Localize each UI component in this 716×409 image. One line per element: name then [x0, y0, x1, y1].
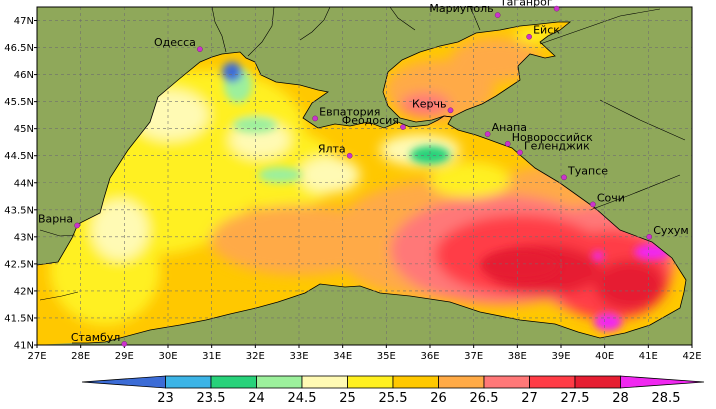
colorbar-segment: [529, 375, 576, 389]
longitude-label: 30E: [158, 351, 177, 362]
city-dot: [526, 33, 532, 40]
colorbar-segment: [574, 375, 621, 389]
colorbar-label: 25: [339, 391, 356, 406]
city-dot: [74, 222, 81, 229]
city-label: Таганрог: [499, 0, 553, 9]
colorbar-label: 26.5: [470, 391, 499, 406]
longitude-label: 29E: [115, 351, 134, 362]
colorbar-segment: [301, 375, 348, 389]
city-label: Геленджик: [524, 139, 590, 152]
latitude-label: 41.5N: [4, 313, 34, 324]
colorbar-label: 26: [430, 391, 447, 406]
city-markers: Одесса Мариуполь Таганрог Ейск ЕвпаторияФеод…: [38, 0, 689, 347]
longitude-label: 41E: [639, 351, 658, 362]
city-label: Анапа: [492, 121, 527, 134]
latitude-label: 44N: [14, 178, 34, 189]
longitude-label: 33E: [289, 351, 308, 362]
colorbar-label: 28.5: [652, 391, 681, 406]
longitude-tick-labels: 27E 28E 29E 30E 31E 32E 33E 34E 35E 36E 37E 38E 39E 4…: [27, 345, 702, 362]
lat-lon-grid: [36, 7, 693, 346]
colorbar-segment: [347, 375, 394, 389]
latitude-label: 43N: [14, 232, 34, 243]
temperature-colorbar: 23 23.5 24 24.5 25 25.5 26 26.5 27 27.5 28 28.5: [81, 375, 705, 406]
colorbar-label: 24.5: [288, 391, 317, 406]
coastline: [36, 21, 687, 344]
colorbar-segment: [256, 375, 303, 389]
rivers-and-borders: [39, 6, 686, 301]
colorbar-label: 25.5: [379, 391, 408, 406]
longitude-label: 37E: [464, 351, 483, 362]
map-frame: [36, 6, 693, 346]
colorbar-segment: [81, 375, 166, 389]
colorbar-label: 28: [612, 391, 629, 406]
city-dot: [561, 174, 567, 181]
longitude-label: 36E: [420, 351, 439, 362]
latitude-label: 46.5N: [4, 43, 34, 54]
colorbar-label: 23.5: [197, 391, 226, 406]
latitude-label: 42.5N: [4, 259, 34, 270]
latitude-label: 43.5N: [4, 205, 34, 216]
colorbar-label: 24: [248, 391, 265, 406]
colorbar-segment: [210, 375, 257, 389]
longitude-label: 39E: [551, 351, 570, 362]
colorbar-segment: [483, 375, 530, 389]
city-label: Феодосия: [342, 114, 399, 127]
city-dot: [553, 5, 560, 12]
city-label: Мариуполь: [429, 2, 493, 15]
latitude-label: 46N: [14, 70, 34, 81]
colorbar-label: 27: [521, 391, 538, 406]
city-label: Одесса: [154, 36, 196, 49]
city-label: Ейск: [533, 24, 560, 37]
city-label: Новороссийск: [512, 131, 593, 144]
longitude-label: 34E: [333, 351, 352, 362]
colorbar-label: 27.5: [561, 391, 590, 406]
latitude-label: 41N: [14, 341, 34, 352]
colorbar-segment: [392, 375, 439, 389]
longitude-label: 31E: [202, 351, 221, 362]
longitude-label: 35E: [377, 351, 396, 362]
city-label: Варна: [38, 212, 73, 225]
colorbar-label: 23: [157, 391, 174, 406]
city-label: Ялта: [318, 143, 346, 156]
city-dot: [484, 131, 491, 137]
city-dot: [646, 233, 653, 240]
longitude-label: 42E: [682, 351, 701, 362]
latitude-label: 45N: [14, 124, 34, 135]
latitude-label: 42N: [14, 286, 34, 297]
city-dot: [121, 341, 128, 347]
longitude-label: 32E: [246, 351, 265, 362]
city-dot: [346, 152, 353, 159]
city-label: Евпатория: [319, 105, 380, 118]
colorbar-segment: [620, 375, 705, 389]
latitude-label: 44.5N: [4, 151, 34, 162]
city-label: Керчь: [412, 97, 447, 110]
city-label: Туапсе: [567, 164, 608, 177]
city-dot: [400, 124, 406, 130]
longitude-label: 28E: [71, 351, 90, 362]
city-label: Сочи: [597, 191, 625, 204]
city-dot: [197, 46, 203, 53]
latitude-label: 47N: [14, 16, 34, 27]
latitude-tick-labels: 47N 46.5N 46N 45.5N 45N 44.5N 44N 43.5N 43N 42.5N…: [4, 16, 37, 352]
city-dot: [504, 140, 511, 147]
longitude-label: 38E: [508, 351, 527, 362]
city-dot: [517, 149, 523, 156]
longitude-label: 40E: [595, 351, 614, 362]
city-label: Сухум: [653, 224, 689, 237]
longitude-label: 27E: [27, 351, 46, 362]
colorbar-segment: [165, 375, 212, 389]
city-label: Стамбул: [71, 331, 120, 344]
city-dot: [447, 107, 454, 114]
latitude-label: 45.5N: [4, 97, 34, 108]
city-dot: [494, 12, 501, 18]
colorbar-segment: [438, 375, 485, 389]
city-dot: [590, 201, 596, 208]
city-dot: [312, 115, 319, 122]
